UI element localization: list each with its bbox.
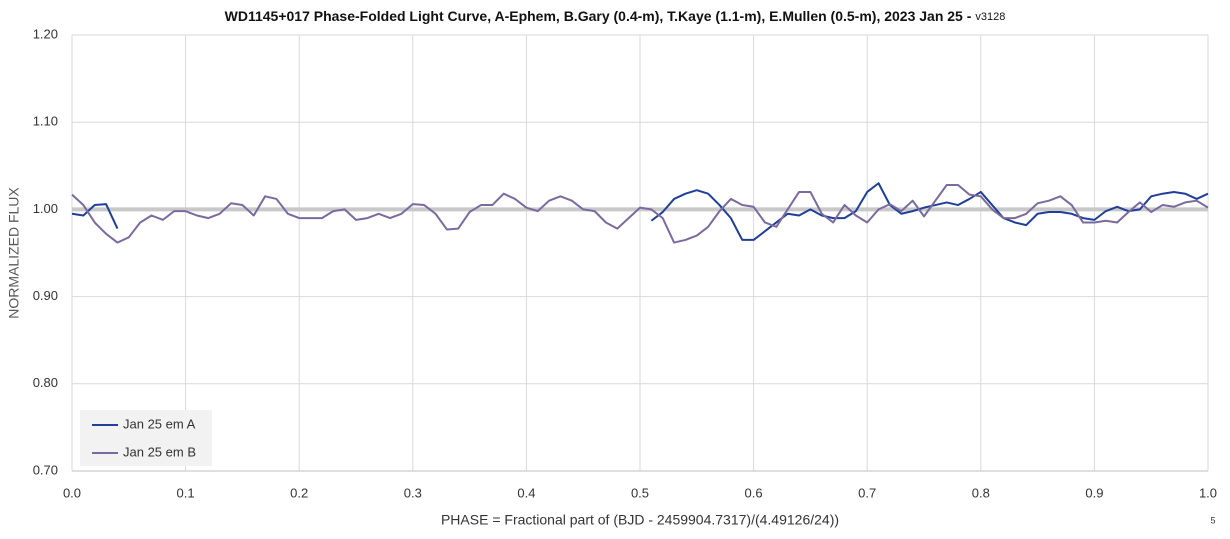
- x-tick-label: 0.5: [631, 485, 649, 500]
- legend-label: Jan 25 em A: [123, 416, 196, 431]
- x-tick-label: 0.0: [63, 485, 81, 500]
- x-tick-label: 0.3: [404, 485, 422, 500]
- chart-title: WD1145+017 Phase-Folded Light Curve, A-E…: [225, 8, 972, 24]
- x-tick-label: 0.2: [290, 485, 308, 500]
- y-tick-label: 0.80: [33, 375, 58, 390]
- series-line: [71, 183, 1209, 244]
- x-axis-title: PHASE = Fractional part of (BJD - 245990…: [441, 512, 839, 528]
- legend-label: Jan 25 em B: [123, 444, 196, 459]
- y-tick-label: 1.00: [33, 201, 58, 216]
- x-tick-label: 0.8: [972, 485, 990, 500]
- y-axis-title: NORMALIZED FLUX: [6, 187, 22, 319]
- y-tick-label: 0.70: [33, 462, 58, 477]
- x-tick-label: 0.4: [517, 485, 535, 500]
- x-tick-label: 0.9: [1085, 485, 1103, 500]
- x-tick-label: 1.0: [1199, 485, 1217, 500]
- annotation: 5: [1210, 515, 1215, 525]
- series-line: [71, 182, 1209, 241]
- x-tick-label: 0.6: [745, 485, 763, 500]
- legend: Jan 25 em A Jan 25 em B: [80, 410, 212, 466]
- y-tick-label: 1.20: [33, 26, 58, 41]
- chart-subtitle: v3128: [975, 11, 1005, 23]
- x-tick-label: 0.1: [177, 485, 195, 500]
- chart-title-group: WD1145+017 Phase-Folded Light Curve, A-E…: [225, 8, 1006, 24]
- legend-box: [80, 410, 212, 466]
- y-tick-label: 0.90: [33, 288, 58, 303]
- y-tick-label: 1.10: [33, 114, 58, 129]
- x-tick-label: 0.7: [858, 485, 876, 500]
